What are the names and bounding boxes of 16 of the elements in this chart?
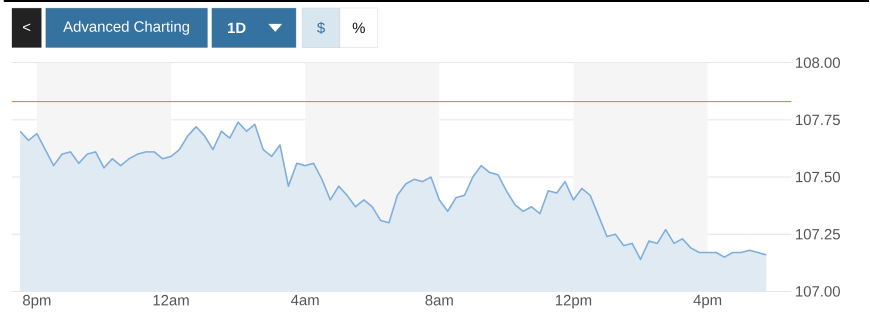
x-tick-label: 8pm [23, 294, 50, 308]
text: % [352, 22, 365, 33]
y-tick-label: 107.75 [796, 114, 840, 126]
text: Advanced Charting [63, 20, 190, 35]
x-tick-label: 4am [290, 294, 319, 306]
y-tick-label: 107.25 [796, 228, 840, 240]
y-tick-label: 108.00 [796, 57, 840, 68]
x-tick-label: 4pm [693, 294, 722, 308]
y-tick-label: 107.50 [796, 172, 840, 182]
y-tick-label: 107.00 [796, 286, 840, 297]
x-tick-label: 12am [154, 294, 189, 306]
text: 1D [228, 22, 246, 33]
x-tick-label: 8am [425, 294, 453, 306]
x-tick-label: 12pm [556, 294, 592, 308]
text: $ [317, 22, 325, 34]
text: < [23, 23, 30, 31]
